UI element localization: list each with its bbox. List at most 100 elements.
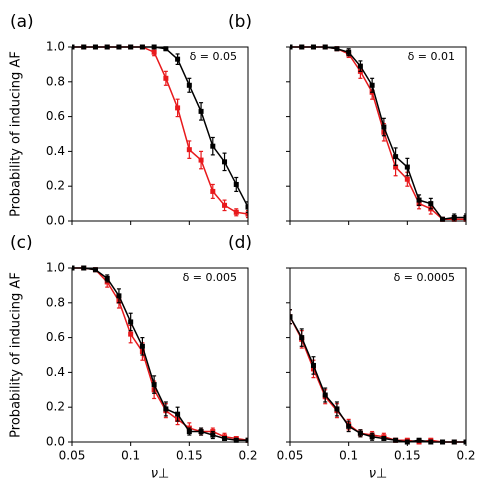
marker (322, 392, 328, 398)
marker (186, 82, 192, 88)
marker (233, 437, 239, 443)
marker (128, 319, 134, 325)
marker (393, 437, 399, 443)
marker (163, 75, 169, 81)
marker (104, 275, 110, 281)
marker (175, 411, 181, 417)
error-bar (246, 209, 248, 219)
marker (369, 82, 375, 88)
series-line (290, 316, 466, 443)
marker (346, 49, 352, 55)
marker (357, 430, 363, 436)
marker (210, 432, 216, 438)
marker (463, 215, 466, 221)
plot-area (72, 265, 248, 443)
y-tick-label: 0.0 (46, 435, 65, 449)
annotation: δ = 0.05 (190, 50, 237, 63)
y-tick-label: 0.6 (46, 330, 65, 344)
x-tick-label: 0.05 (277, 449, 304, 463)
marker (151, 49, 157, 55)
marker (186, 429, 192, 435)
annotation: δ = 0.01 (408, 50, 455, 63)
marker (139, 343, 145, 349)
marker (163, 46, 169, 52)
x-tick-label: 0.1 (121, 449, 140, 463)
y-axis-label: Probability of inducing AF (9, 272, 24, 438)
marker (222, 202, 228, 208)
panel-label: (d) (228, 233, 252, 253)
y-tick-label: 0.4 (46, 144, 65, 158)
marker (245, 204, 248, 210)
marker (163, 406, 169, 412)
marker (334, 46, 340, 52)
x-axis-label: ν⊥ (369, 467, 388, 482)
axes-frame (289, 267, 467, 443)
marker (128, 331, 134, 337)
x-tick-label: 0.2 (238, 449, 257, 463)
marker (310, 362, 316, 368)
marker (116, 293, 122, 299)
marker (393, 154, 399, 160)
marker (416, 437, 422, 443)
marker (404, 164, 410, 170)
x-tick-label: 0.2 (456, 449, 475, 463)
marker (233, 209, 239, 215)
x-tick-label: 0.05 (59, 449, 86, 463)
x-tick-label: 0.1 (339, 449, 358, 463)
marker (357, 63, 363, 69)
series-line (72, 46, 248, 208)
series-line (72, 267, 248, 442)
marker (428, 201, 434, 207)
axes-frame (71, 267, 249, 443)
y-tick-label: 0.2 (46, 400, 65, 414)
marker (451, 215, 457, 221)
marker (334, 406, 340, 412)
marker (393, 164, 399, 170)
marker (346, 423, 352, 429)
panel-label: (b) (228, 12, 252, 32)
marker (416, 197, 422, 203)
marker (245, 437, 248, 443)
error-bar (246, 201, 248, 213)
y-axis-label: Probability of inducing AF (9, 51, 24, 217)
y-tick-label: 0.6 (46, 109, 65, 123)
y-tick-label: 1.0 (46, 261, 65, 275)
series-line (290, 316, 466, 443)
marker (290, 314, 293, 320)
marker (222, 436, 228, 442)
annotation: δ = 0.0005 (394, 271, 455, 284)
panel-label: (a) (10, 12, 34, 32)
annotation: δ = 0.005 (183, 271, 237, 284)
x-tick-label: 0.15 (394, 449, 421, 463)
marker (175, 56, 181, 62)
y-tick-label: 0.8 (46, 295, 65, 309)
marker (198, 429, 204, 435)
series-line (290, 46, 466, 221)
series-line (72, 267, 248, 442)
marker (381, 436, 387, 442)
marker (198, 108, 204, 114)
plot-area (290, 44, 466, 222)
error-bar (290, 309, 292, 325)
marker (299, 335, 305, 341)
marker (198, 157, 204, 163)
marker (440, 216, 446, 222)
marker (381, 124, 387, 130)
y-tick-label: 0.0 (46, 214, 65, 228)
marker (369, 434, 375, 440)
y-tick-label: 0.2 (46, 179, 65, 193)
marker (210, 188, 216, 194)
marker (404, 176, 410, 182)
series-line (72, 46, 248, 215)
panel-label: (c) (10, 233, 33, 253)
marker (210, 143, 216, 149)
plot-area (290, 309, 466, 445)
axes-frame (289, 46, 467, 222)
plot-area (72, 44, 248, 219)
y-tick-label: 0.8 (46, 74, 65, 88)
marker (233, 181, 239, 187)
marker (175, 105, 181, 111)
marker (92, 267, 98, 273)
series-line (290, 46, 466, 221)
